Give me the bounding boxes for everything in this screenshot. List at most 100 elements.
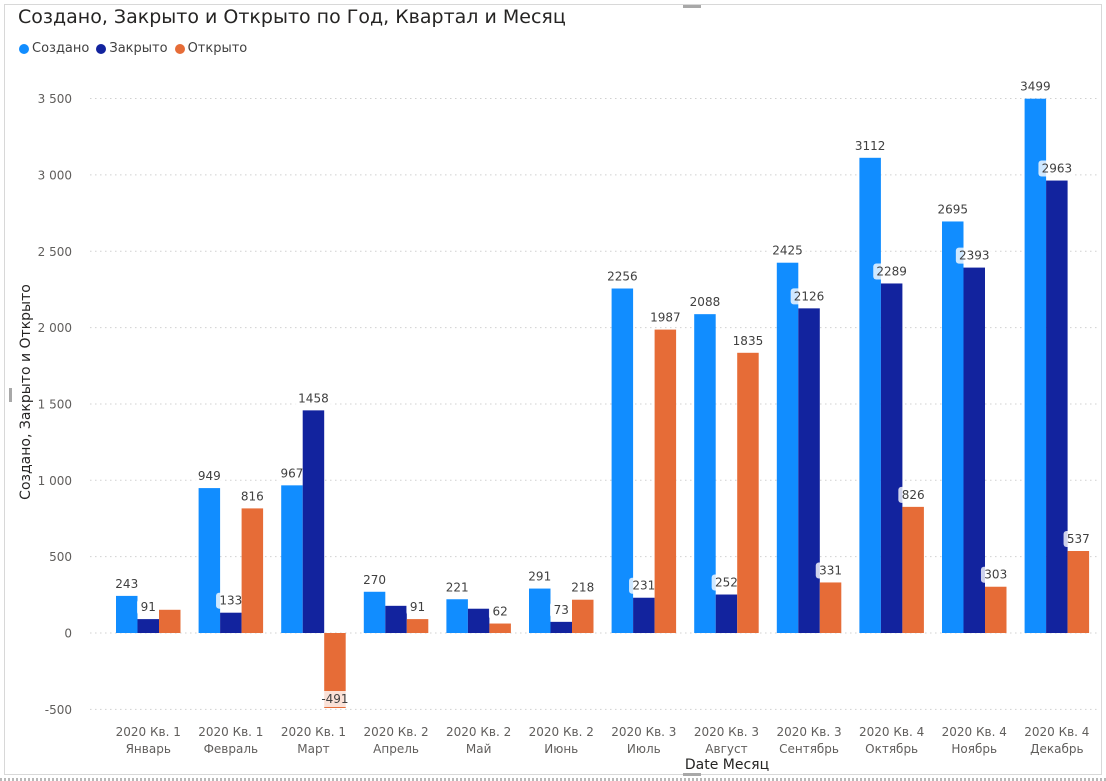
legend-item-open[interactable]: Открыто bbox=[174, 41, 247, 56]
resize-handle-top[interactable] bbox=[683, 5, 701, 8]
data-label-bg bbox=[603, 268, 641, 285]
resize-handle-bottom[interactable] bbox=[683, 773, 701, 776]
data-label-closed: 252 bbox=[715, 576, 738, 590]
data-label-closed: 2126 bbox=[794, 289, 825, 303]
y-tick-label: 1 000 bbox=[38, 474, 72, 488]
bar-open bbox=[654, 329, 677, 633]
data-label-open: 816 bbox=[241, 489, 264, 503]
data-label-bg bbox=[898, 486, 928, 503]
x-tick-label-quarter: 2020 Кв. 1 bbox=[281, 725, 346, 739]
bar-closed bbox=[715, 594, 738, 633]
data-label-created: 221 bbox=[446, 580, 469, 594]
y-tick-label: 500 bbox=[49, 550, 72, 564]
visual-container bbox=[4, 4, 1102, 775]
legend-marker-created bbox=[19, 43, 29, 54]
bar-closed bbox=[220, 612, 242, 633]
data-label-bg bbox=[316, 690, 354, 707]
bar-created bbox=[198, 488, 221, 633]
data-label-created: 2088 bbox=[690, 295, 721, 309]
bar-created bbox=[611, 288, 634, 633]
data-label-closed: 133 bbox=[219, 594, 242, 608]
bar-created bbox=[116, 595, 138, 633]
data-label-bg bbox=[980, 566, 1011, 583]
data-label-bg bbox=[137, 599, 160, 616]
bar-closed bbox=[137, 619, 159, 633]
bar-open bbox=[324, 633, 346, 708]
data-label-bg bbox=[277, 465, 307, 482]
bar-created bbox=[694, 314, 716, 633]
bar-closed bbox=[385, 605, 407, 633]
data-label-open: 537 bbox=[1067, 532, 1090, 546]
data-label-created: 2695 bbox=[937, 202, 968, 216]
data-label-bg bbox=[1063, 531, 1094, 548]
data-label-bg bbox=[629, 577, 659, 594]
bar-open bbox=[902, 506, 924, 633]
data-label-bg bbox=[1016, 78, 1054, 95]
data-label-bg bbox=[790, 288, 828, 305]
bar-closed bbox=[467, 608, 490, 633]
legend-label-created: Создано bbox=[32, 41, 90, 56]
data-label-bg bbox=[851, 137, 889, 154]
data-label-open: -491 bbox=[321, 692, 348, 706]
x-tick-label-month: Март bbox=[297, 742, 329, 756]
bar-open bbox=[1067, 551, 1090, 633]
data-label-created: 2256 bbox=[607, 270, 638, 284]
bar-closed bbox=[550, 621, 572, 633]
legend-item-created[interactable]: Создано bbox=[19, 41, 89, 56]
data-label-bg bbox=[295, 390, 332, 407]
x-tick-label-month: Сентябрь bbox=[779, 742, 839, 756]
data-label-bg bbox=[406, 599, 429, 616]
x-tick-label-quarter: 2020 Кв. 1 bbox=[198, 725, 263, 739]
data-label-created: 291 bbox=[528, 570, 551, 584]
data-label-created: 243 bbox=[115, 577, 138, 591]
bar-open bbox=[985, 586, 1007, 633]
data-label-bg bbox=[194, 468, 225, 485]
bar-created bbox=[859, 157, 881, 633]
y-tick-label: 1 500 bbox=[38, 397, 72, 411]
bar-closed bbox=[798, 308, 820, 633]
data-label-closed: 231 bbox=[632, 579, 655, 593]
bar-created bbox=[1024, 98, 1047, 633]
resize-handle-left[interactable] bbox=[9, 388, 12, 402]
bar-open bbox=[406, 619, 429, 633]
bar-created bbox=[446, 599, 468, 633]
data-label-bg bbox=[524, 568, 555, 585]
bar-created bbox=[776, 262, 799, 633]
data-label-created: 2425 bbox=[772, 244, 803, 258]
chart-title: Создано, Закрыто и Открыто по Год, Кварт… bbox=[18, 6, 566, 28]
data-label-created: 270 bbox=[363, 573, 386, 587]
x-tick-label-quarter: 2020 Кв. 4 bbox=[859, 725, 924, 739]
data-label-created: 967 bbox=[280, 466, 303, 480]
data-label-closed: 2963 bbox=[1042, 162, 1073, 176]
data-label-created: 3499 bbox=[1020, 80, 1051, 94]
data-label-closed: 1458 bbox=[298, 391, 329, 405]
x-tick-label-quarter: 2020 Кв. 4 bbox=[942, 725, 1007, 739]
legend-marker-closed bbox=[96, 43, 107, 54]
data-label-open: 303 bbox=[984, 568, 1007, 582]
x-tick-label-month: Июль bbox=[627, 742, 661, 756]
data-label-bg bbox=[442, 579, 472, 596]
data-label-bg bbox=[111, 575, 142, 592]
data-label-bg bbox=[686, 294, 724, 311]
y-tick-label: 0 bbox=[64, 627, 72, 641]
bar-closed bbox=[302, 410, 325, 633]
data-label-open: 62 bbox=[493, 605, 508, 619]
y-axis-title: Создано, Закрыто и Открыто bbox=[18, 284, 34, 500]
bar-open bbox=[737, 352, 759, 633]
data-label-open: 91 bbox=[410, 600, 425, 614]
data-label-bg bbox=[359, 571, 390, 588]
legend-item-closed[interactable]: Закрыто bbox=[96, 41, 168, 56]
data-label-closed: 91 bbox=[141, 600, 156, 614]
data-label-bg bbox=[237, 488, 268, 505]
data-label-bg bbox=[488, 603, 512, 620]
data-label-bg bbox=[729, 332, 767, 349]
x-tick-label-month: Январь bbox=[126, 742, 171, 756]
x-tick-label-quarter: 2020 Кв. 2 bbox=[363, 725, 428, 739]
data-label-open: 331 bbox=[819, 563, 842, 577]
data-label-bg bbox=[216, 592, 246, 609]
bar-open bbox=[819, 582, 842, 633]
y-tick-label: 3 500 bbox=[38, 92, 72, 106]
y-tick-label: -500 bbox=[45, 703, 72, 717]
bar-open bbox=[489, 623, 511, 633]
